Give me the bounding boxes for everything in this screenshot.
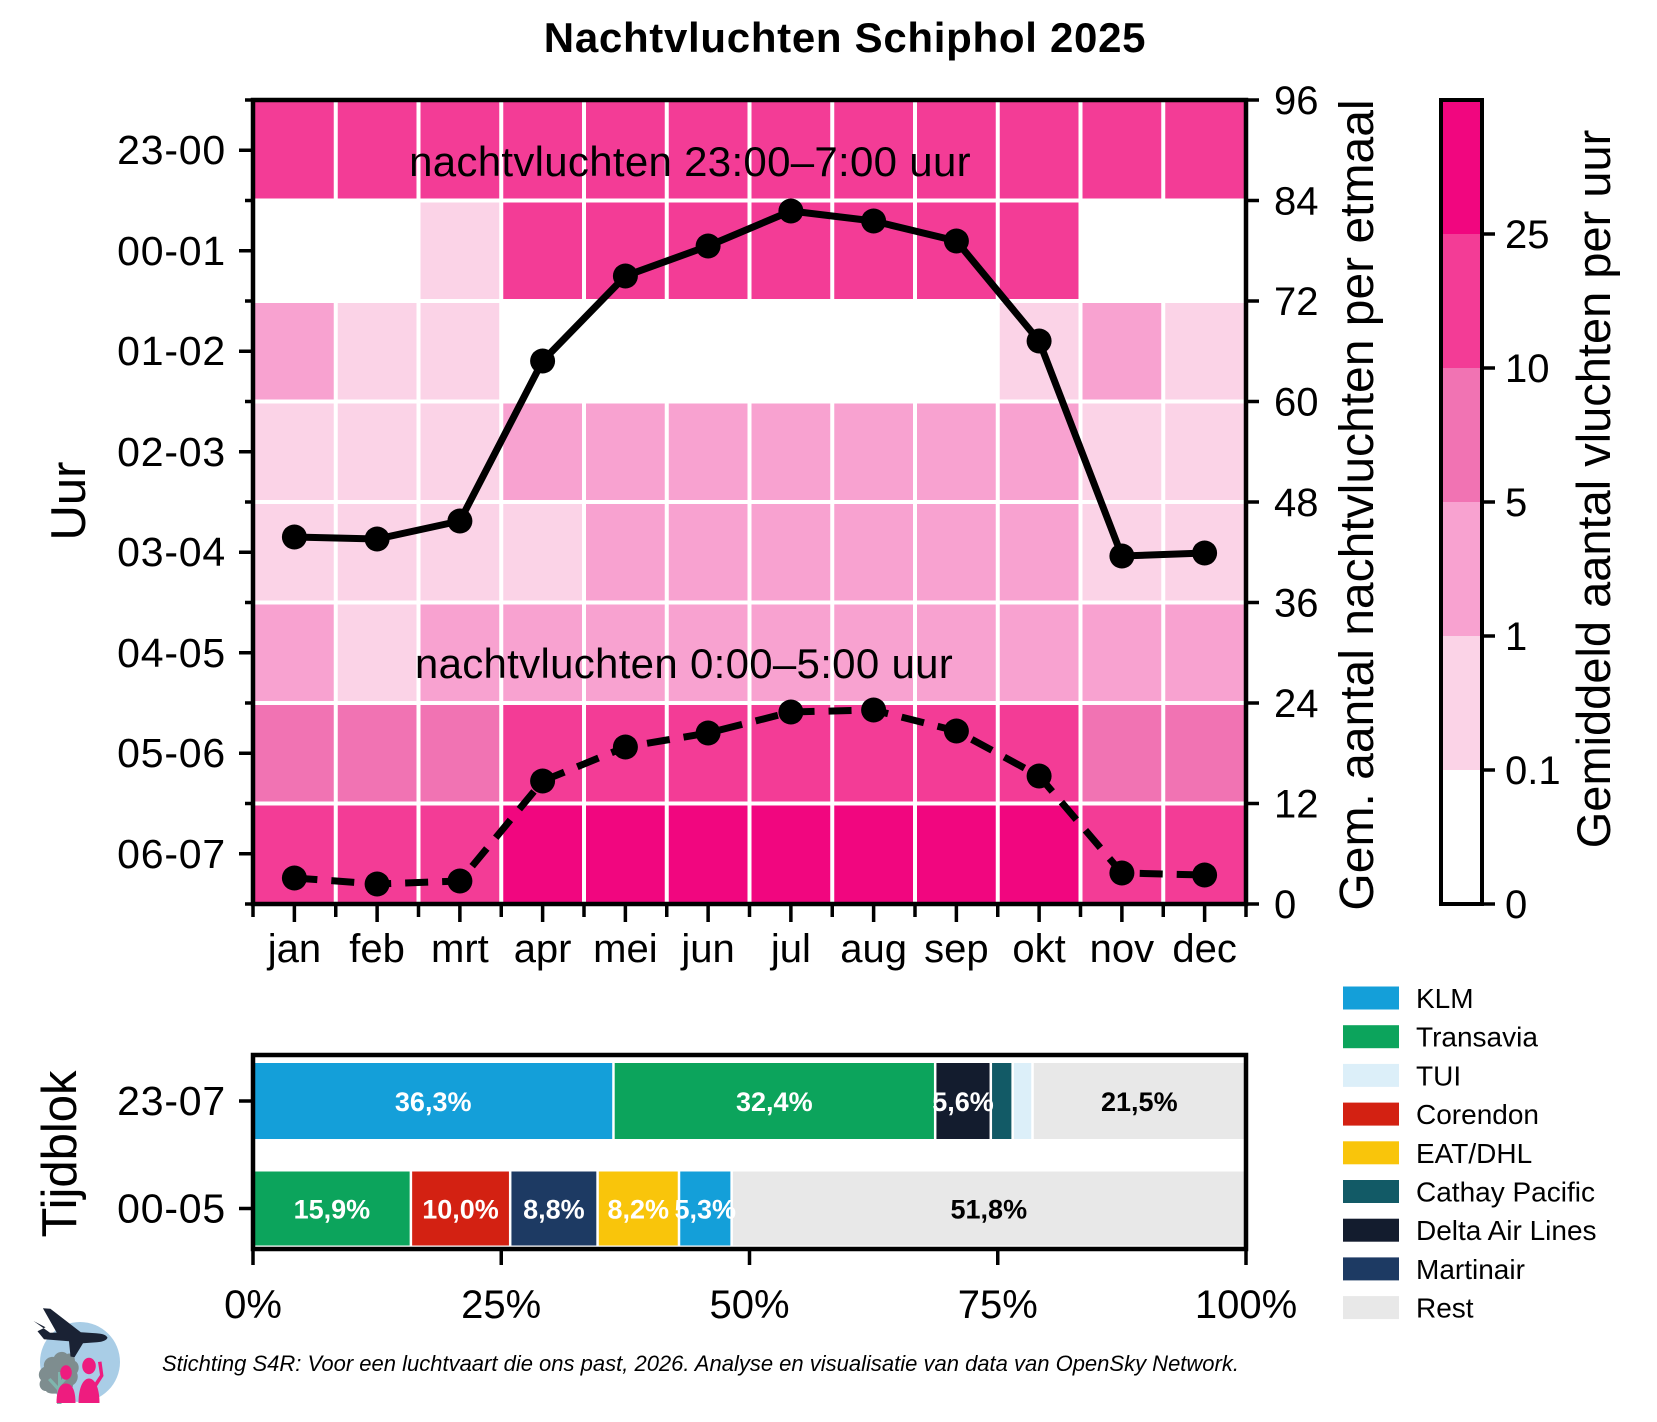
svg-text:1: 1 bbox=[1505, 615, 1527, 659]
svg-text:10: 10 bbox=[1505, 347, 1550, 391]
svg-text:EAT/DHL: EAT/DHL bbox=[1416, 1138, 1532, 1169]
svg-text:jul: jul bbox=[770, 927, 811, 971]
svg-text:24: 24 bbox=[1274, 682, 1319, 726]
svg-text:60: 60 bbox=[1274, 381, 1319, 425]
svg-text:00-05: 00-05 bbox=[117, 1186, 226, 1232]
svg-text:5,3%: 5,3% bbox=[675, 1195, 737, 1225]
svg-text:5: 5 bbox=[1505, 481, 1527, 525]
svg-text:jun: jun bbox=[680, 927, 734, 971]
svg-text:Nachtvluchten Schiphol 2025: Nachtvluchten Schiphol 2025 bbox=[544, 14, 1146, 61]
svg-text:mei: mei bbox=[593, 927, 657, 971]
svg-text:feb: feb bbox=[349, 927, 405, 971]
svg-text:36: 36 bbox=[1274, 582, 1319, 626]
svg-text:05-06: 05-06 bbox=[117, 730, 226, 776]
svg-text:Corendon: Corendon bbox=[1416, 1099, 1539, 1130]
svg-text:48: 48 bbox=[1274, 481, 1319, 525]
svg-text:Tijdblok: Tijdblok bbox=[33, 1070, 87, 1238]
svg-text:25%: 25% bbox=[461, 1283, 541, 1327]
svg-text:100%: 100% bbox=[1195, 1283, 1297, 1327]
svg-text:Rest: Rest bbox=[1416, 1293, 1474, 1324]
svg-text:23-07: 23-07 bbox=[117, 1078, 226, 1124]
svg-text:nachtvluchten 0:00–5:00 uur: nachtvluchten 0:00–5:00 uur bbox=[415, 640, 953, 687]
svg-text:aug: aug bbox=[840, 927, 907, 971]
svg-text:apr: apr bbox=[514, 927, 572, 971]
svg-text:06-07: 06-07 bbox=[117, 831, 226, 877]
svg-text:84: 84 bbox=[1274, 180, 1319, 224]
svg-text:10,0%: 10,0% bbox=[422, 1195, 499, 1225]
svg-text:okt: okt bbox=[1012, 927, 1065, 971]
svg-text:Gem. aantal nachtvluchten per: Gem. aantal nachtvluchten per etmaal bbox=[1331, 99, 1384, 910]
svg-text:Gemiddeld aantal vluchten per: Gemiddeld aantal vluchten per uur bbox=[1567, 130, 1620, 849]
svg-text:25: 25 bbox=[1505, 213, 1550, 257]
svg-text:96: 96 bbox=[1274, 79, 1319, 123]
svg-text:12: 12 bbox=[1274, 783, 1319, 827]
svg-text:8,2%: 8,2% bbox=[608, 1195, 670, 1225]
svg-text:Cathay Pacific: Cathay Pacific bbox=[1416, 1177, 1595, 1208]
svg-text:Martinair: Martinair bbox=[1416, 1254, 1525, 1285]
svg-text:04-05: 04-05 bbox=[117, 630, 226, 676]
svg-text:50%: 50% bbox=[709, 1283, 789, 1327]
svg-text:nachtvluchten 23:00–7:00 uur: nachtvluchten 23:00–7:00 uur bbox=[409, 138, 971, 185]
svg-text:23-00: 23-00 bbox=[117, 127, 226, 173]
svg-text:15,9%: 15,9% bbox=[294, 1195, 371, 1225]
svg-text:dec: dec bbox=[1172, 927, 1237, 971]
svg-text:01-02: 01-02 bbox=[117, 328, 226, 374]
svg-text:sep: sep bbox=[924, 927, 989, 971]
svg-text:0: 0 bbox=[1274, 883, 1296, 927]
svg-text:51,8%: 51,8% bbox=[951, 1195, 1028, 1225]
svg-text:Delta Air Lines: Delta Air Lines bbox=[1416, 1215, 1597, 1246]
svg-text:32,4%: 32,4% bbox=[736, 1087, 813, 1117]
svg-text:Uur: Uur bbox=[42, 462, 96, 541]
svg-text:mrt: mrt bbox=[431, 927, 489, 971]
svg-text:0%: 0% bbox=[224, 1283, 282, 1327]
svg-text:nov: nov bbox=[1090, 927, 1155, 971]
svg-text:0.1: 0.1 bbox=[1505, 749, 1561, 793]
svg-text:jan: jan bbox=[267, 927, 321, 971]
svg-text:03-04: 03-04 bbox=[117, 529, 226, 575]
svg-text:02-03: 02-03 bbox=[117, 429, 226, 475]
svg-text:8,8%: 8,8% bbox=[523, 1195, 585, 1225]
svg-text:21,5%: 21,5% bbox=[1101, 1087, 1178, 1117]
svg-text:Transavia: Transavia bbox=[1416, 1022, 1538, 1053]
svg-text:Stichting S4R: Voor een luchtv: Stichting S4R: Voor een luchtvaart die o… bbox=[162, 1351, 1239, 1376]
svg-text:TUI: TUI bbox=[1416, 1060, 1461, 1091]
svg-text:00-01: 00-01 bbox=[117, 228, 226, 274]
svg-text:5,6%: 5,6% bbox=[932, 1087, 994, 1117]
svg-text:36,3%: 36,3% bbox=[395, 1087, 472, 1117]
svg-text:72: 72 bbox=[1274, 280, 1319, 324]
svg-text:0: 0 bbox=[1505, 883, 1527, 927]
svg-text:KLM: KLM bbox=[1416, 983, 1474, 1014]
svg-text:75%: 75% bbox=[958, 1283, 1038, 1327]
